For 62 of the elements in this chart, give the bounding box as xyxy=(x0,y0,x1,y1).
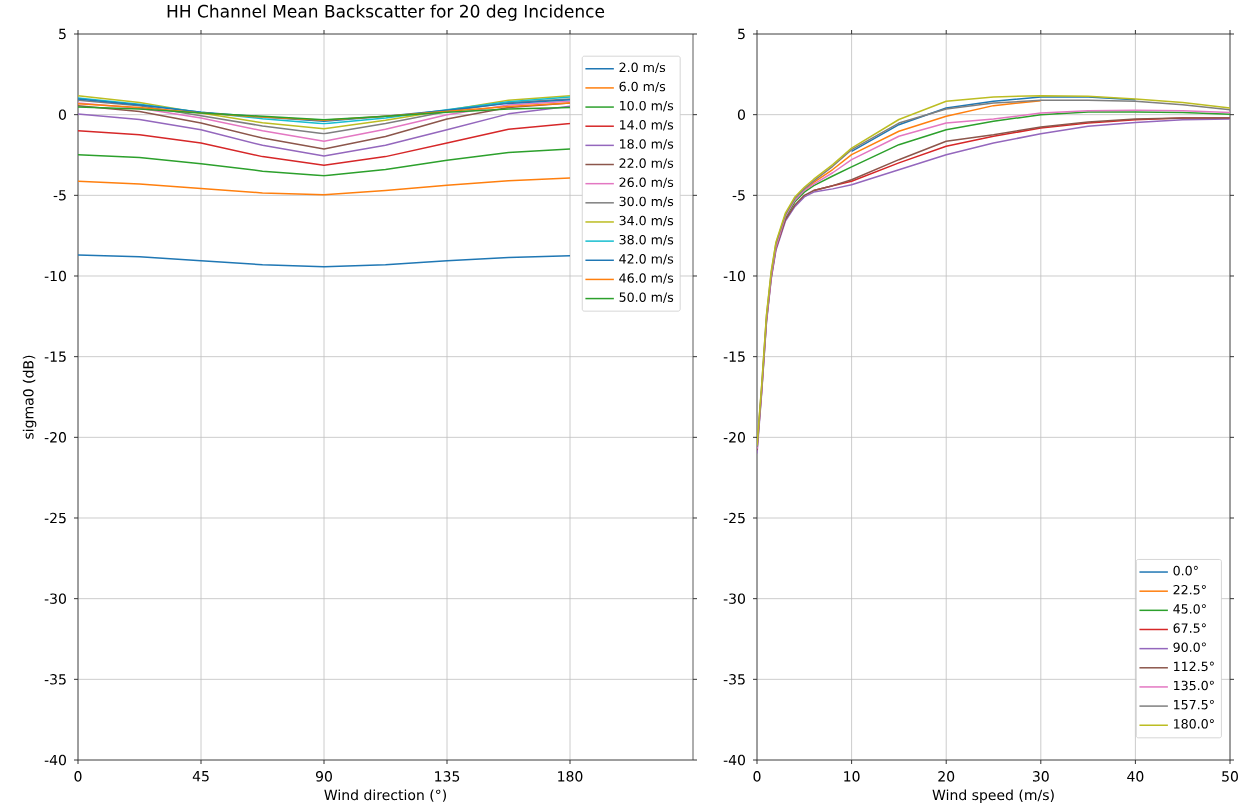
legend-label: 14.0 m/s xyxy=(620,120,674,131)
x-tick-label: 10 xyxy=(844,771,860,782)
x-tick-label: 20 xyxy=(938,771,955,782)
legend-label: 22.0 m/s xyxy=(619,158,674,169)
x-tick-label: 0 xyxy=(753,771,761,782)
y-tick-label: -35 xyxy=(44,674,66,685)
line-series xyxy=(78,122,571,167)
x-axis-title: Wind direction (°) xyxy=(324,789,446,802)
legend-label: 180.0° xyxy=(1174,719,1214,729)
y-tick-label: 5 xyxy=(59,28,66,40)
line-series xyxy=(78,148,571,177)
y-tick-label: -5 xyxy=(53,190,66,201)
y-tick-label: -25 xyxy=(44,512,66,524)
y-tick-label: -20 xyxy=(723,432,745,443)
legend-label: 34.0 m/s xyxy=(619,215,674,227)
y-tick-label: -25 xyxy=(723,512,745,524)
legend-label: 67.5° xyxy=(1173,623,1206,633)
legend-label: 46.0 m/s xyxy=(619,273,674,284)
y-tick-label: -30 xyxy=(723,593,745,604)
x-tick-label: 40 xyxy=(1127,771,1144,782)
x-tick-label: 180 xyxy=(558,771,583,782)
legend-label: 42.0 m/s xyxy=(619,254,674,265)
y-tick-label: -10 xyxy=(723,270,745,282)
legend-label: 50.0 m/s xyxy=(619,292,674,303)
x-tick-label: 30 xyxy=(1032,771,1049,782)
y-tick-label: 0 xyxy=(58,109,66,120)
y-tick-label: 5 xyxy=(738,28,745,40)
x-axis-title: Wind speed (m/s) xyxy=(932,789,1054,803)
line-series xyxy=(78,177,571,196)
y-tick-label: -40 xyxy=(723,754,745,766)
legend-label: 45.0° xyxy=(1173,604,1206,614)
y-tick-label: -35 xyxy=(723,674,745,685)
line-series xyxy=(78,105,571,157)
x-tick-label: 50 xyxy=(1222,771,1238,782)
legend-label: 30.0 m/s xyxy=(619,196,674,208)
y-tick-label: -30 xyxy=(44,593,66,604)
legend-label: 18.0 m/s xyxy=(620,139,674,150)
y-tick-label: -10 xyxy=(44,270,66,282)
y-tick-label: -20 xyxy=(44,432,66,443)
y-axis-title: sigma0 (dB) xyxy=(22,355,37,439)
legend-label: 112.5° xyxy=(1174,661,1214,672)
y-tick-label: -15 xyxy=(723,351,745,362)
chart-title: HH Channel Mean Backscatter for 20 deg Incidence xyxy=(167,4,605,21)
legend-label: 22.5° xyxy=(1173,585,1206,595)
y-tick-label: -5 xyxy=(732,190,745,201)
x-tick-label: 45 xyxy=(192,771,209,782)
x-tick-label: 90 xyxy=(315,771,332,782)
y-tick-label: 0 xyxy=(737,109,745,120)
legend-label: 2.0 m/s xyxy=(619,62,666,74)
line-series xyxy=(78,254,571,268)
legend-label: 0.0° xyxy=(1173,565,1198,576)
y-tick-label: -40 xyxy=(44,754,66,766)
legend-label: 90.0° xyxy=(1173,642,1206,652)
legend-label: 26.0 m/s xyxy=(619,177,674,188)
x-tick-label: 135 xyxy=(435,771,460,782)
x-tick-label: 0 xyxy=(74,771,82,782)
legend-label: 135.0° xyxy=(1174,680,1214,691)
legend-label: 38.0 m/s xyxy=(619,234,674,246)
legend-label: 6.0 m/s xyxy=(619,81,666,93)
legend-label: 10.0 m/s xyxy=(620,100,674,112)
legend-label: 157.5° xyxy=(1174,699,1214,710)
y-tick-label: -15 xyxy=(44,351,66,362)
